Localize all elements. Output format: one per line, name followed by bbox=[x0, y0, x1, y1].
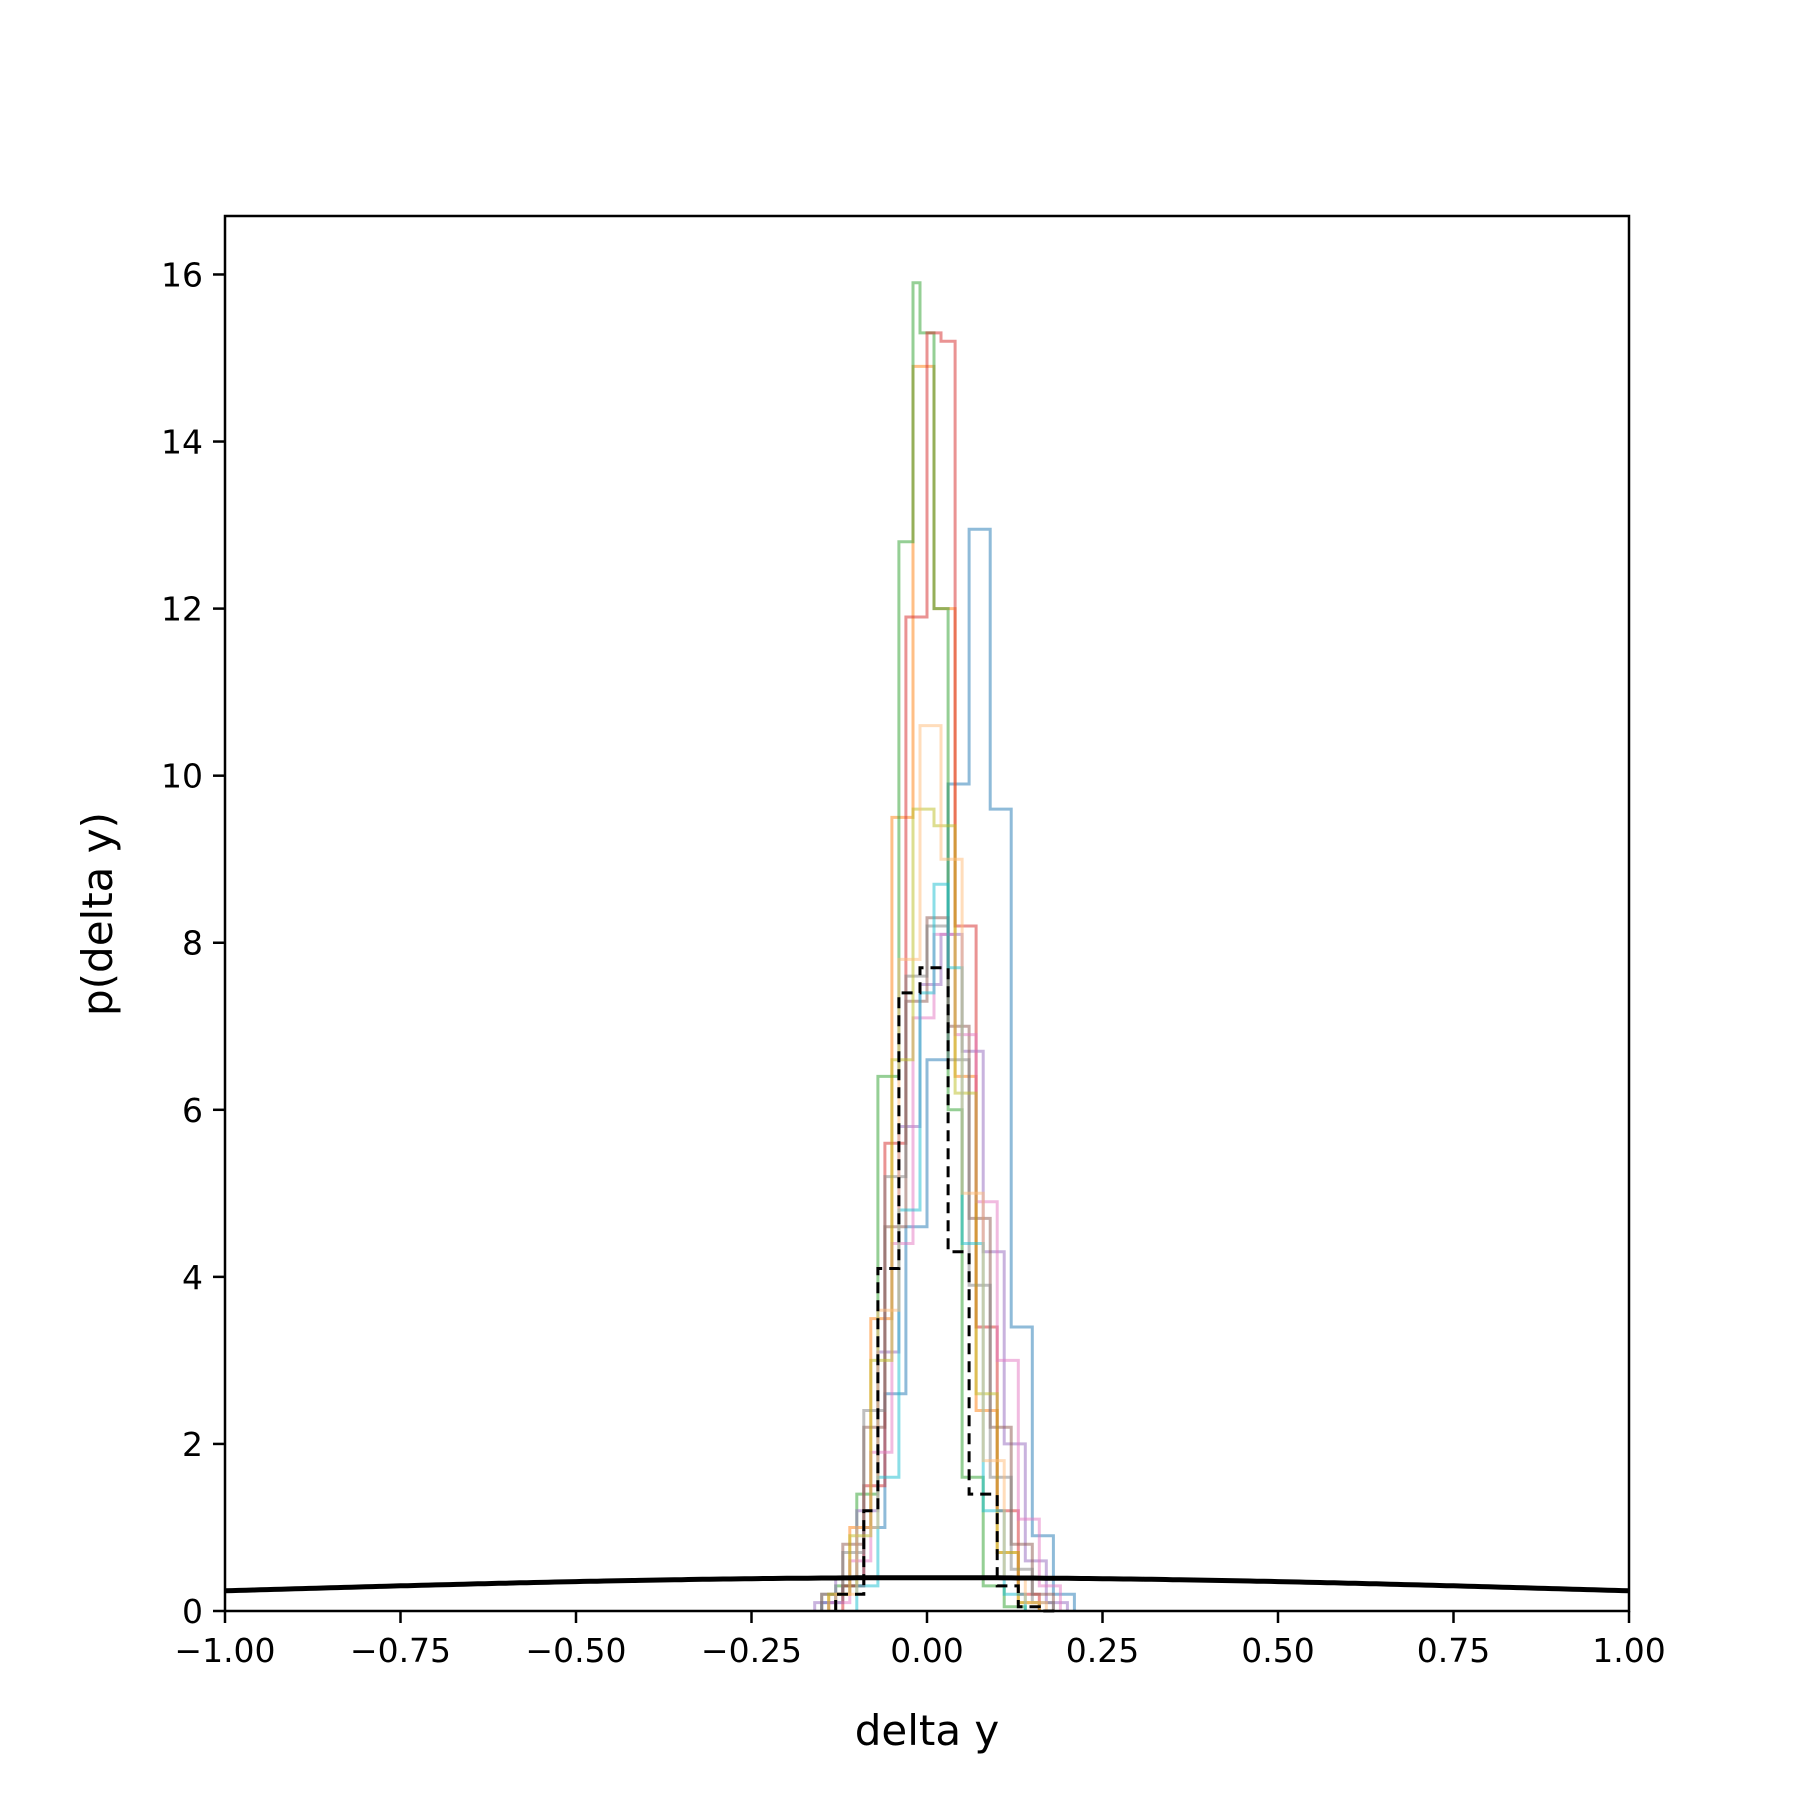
y-tick-label: 12 bbox=[161, 590, 203, 629]
histogram-series-6 bbox=[820, 916, 1055, 1611]
x-tick-label: 0.50 bbox=[1241, 1631, 1314, 1670]
y-tick-label: 8 bbox=[182, 924, 203, 963]
series-layer bbox=[813, 281, 1076, 1613]
x-tick-label: 0.00 bbox=[890, 1631, 963, 1670]
x-tick-label: −0.25 bbox=[701, 1631, 802, 1670]
x-tick-label: −0.50 bbox=[525, 1631, 626, 1670]
histogram-series-7 bbox=[827, 932, 1062, 1611]
histogram-series-4 bbox=[841, 331, 1041, 1611]
x-tick-label: 0.25 bbox=[1066, 1631, 1139, 1670]
y-tick-label: 10 bbox=[161, 757, 203, 796]
y-tick-label: 6 bbox=[182, 1091, 203, 1130]
y-tick-label: 0 bbox=[182, 1592, 203, 1631]
y-axis-label: p(delta y) bbox=[73, 812, 122, 1016]
histogram-series-8 bbox=[820, 924, 1055, 1611]
reference-curve-layer bbox=[224, 1575, 1630, 1594]
y-tick-label: 14 bbox=[161, 423, 203, 462]
x-tick-label: 0.75 bbox=[1417, 1631, 1490, 1670]
histogram-series-5 bbox=[813, 932, 1069, 1611]
histogram-series-11 bbox=[834, 724, 1048, 1611]
x-tick-label: −0.75 bbox=[350, 1631, 451, 1670]
histogram-series-9 bbox=[827, 807, 1041, 1611]
y-tick-label: 2 bbox=[182, 1425, 203, 1464]
x-ticks: −1.00 −0.75 −0.50 −0.25 0.00 0.25 0.50 0.75 1.00 bbox=[174, 1611, 1666, 1670]
x-tick-label: 1.00 bbox=[1592, 1631, 1665, 1670]
y-tick-label: 16 bbox=[161, 255, 203, 294]
x-tick-label: −1.00 bbox=[174, 1631, 275, 1670]
y-ticks: 0 2 4 6 8 10 12 14 16 bbox=[161, 255, 225, 1631]
histogram-series-12 bbox=[834, 966, 1061, 1613]
histogram-series-10 bbox=[855, 882, 1027, 1611]
reference-normal-curve bbox=[224, 1575, 1630, 1594]
y-tick-label: 4 bbox=[182, 1258, 203, 1297]
x-axis-label: delta y bbox=[855, 1706, 1000, 1755]
